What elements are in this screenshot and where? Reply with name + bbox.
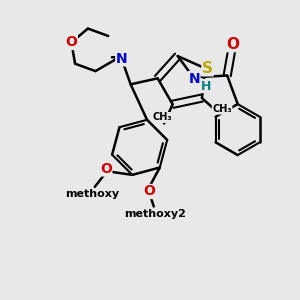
Text: methoxy2: methoxy2 (124, 209, 186, 219)
Text: O: O (143, 184, 155, 199)
Text: N: N (188, 72, 200, 86)
Text: CH₃: CH₃ (212, 104, 232, 114)
Text: H: H (200, 80, 211, 93)
Text: methoxy: methoxy (65, 189, 119, 200)
Text: O: O (100, 162, 112, 176)
Text: O: O (65, 35, 77, 50)
Text: N: N (116, 52, 127, 66)
Text: CH₃: CH₃ (153, 112, 172, 122)
Text: O: O (227, 37, 240, 52)
Text: S: S (202, 61, 213, 76)
